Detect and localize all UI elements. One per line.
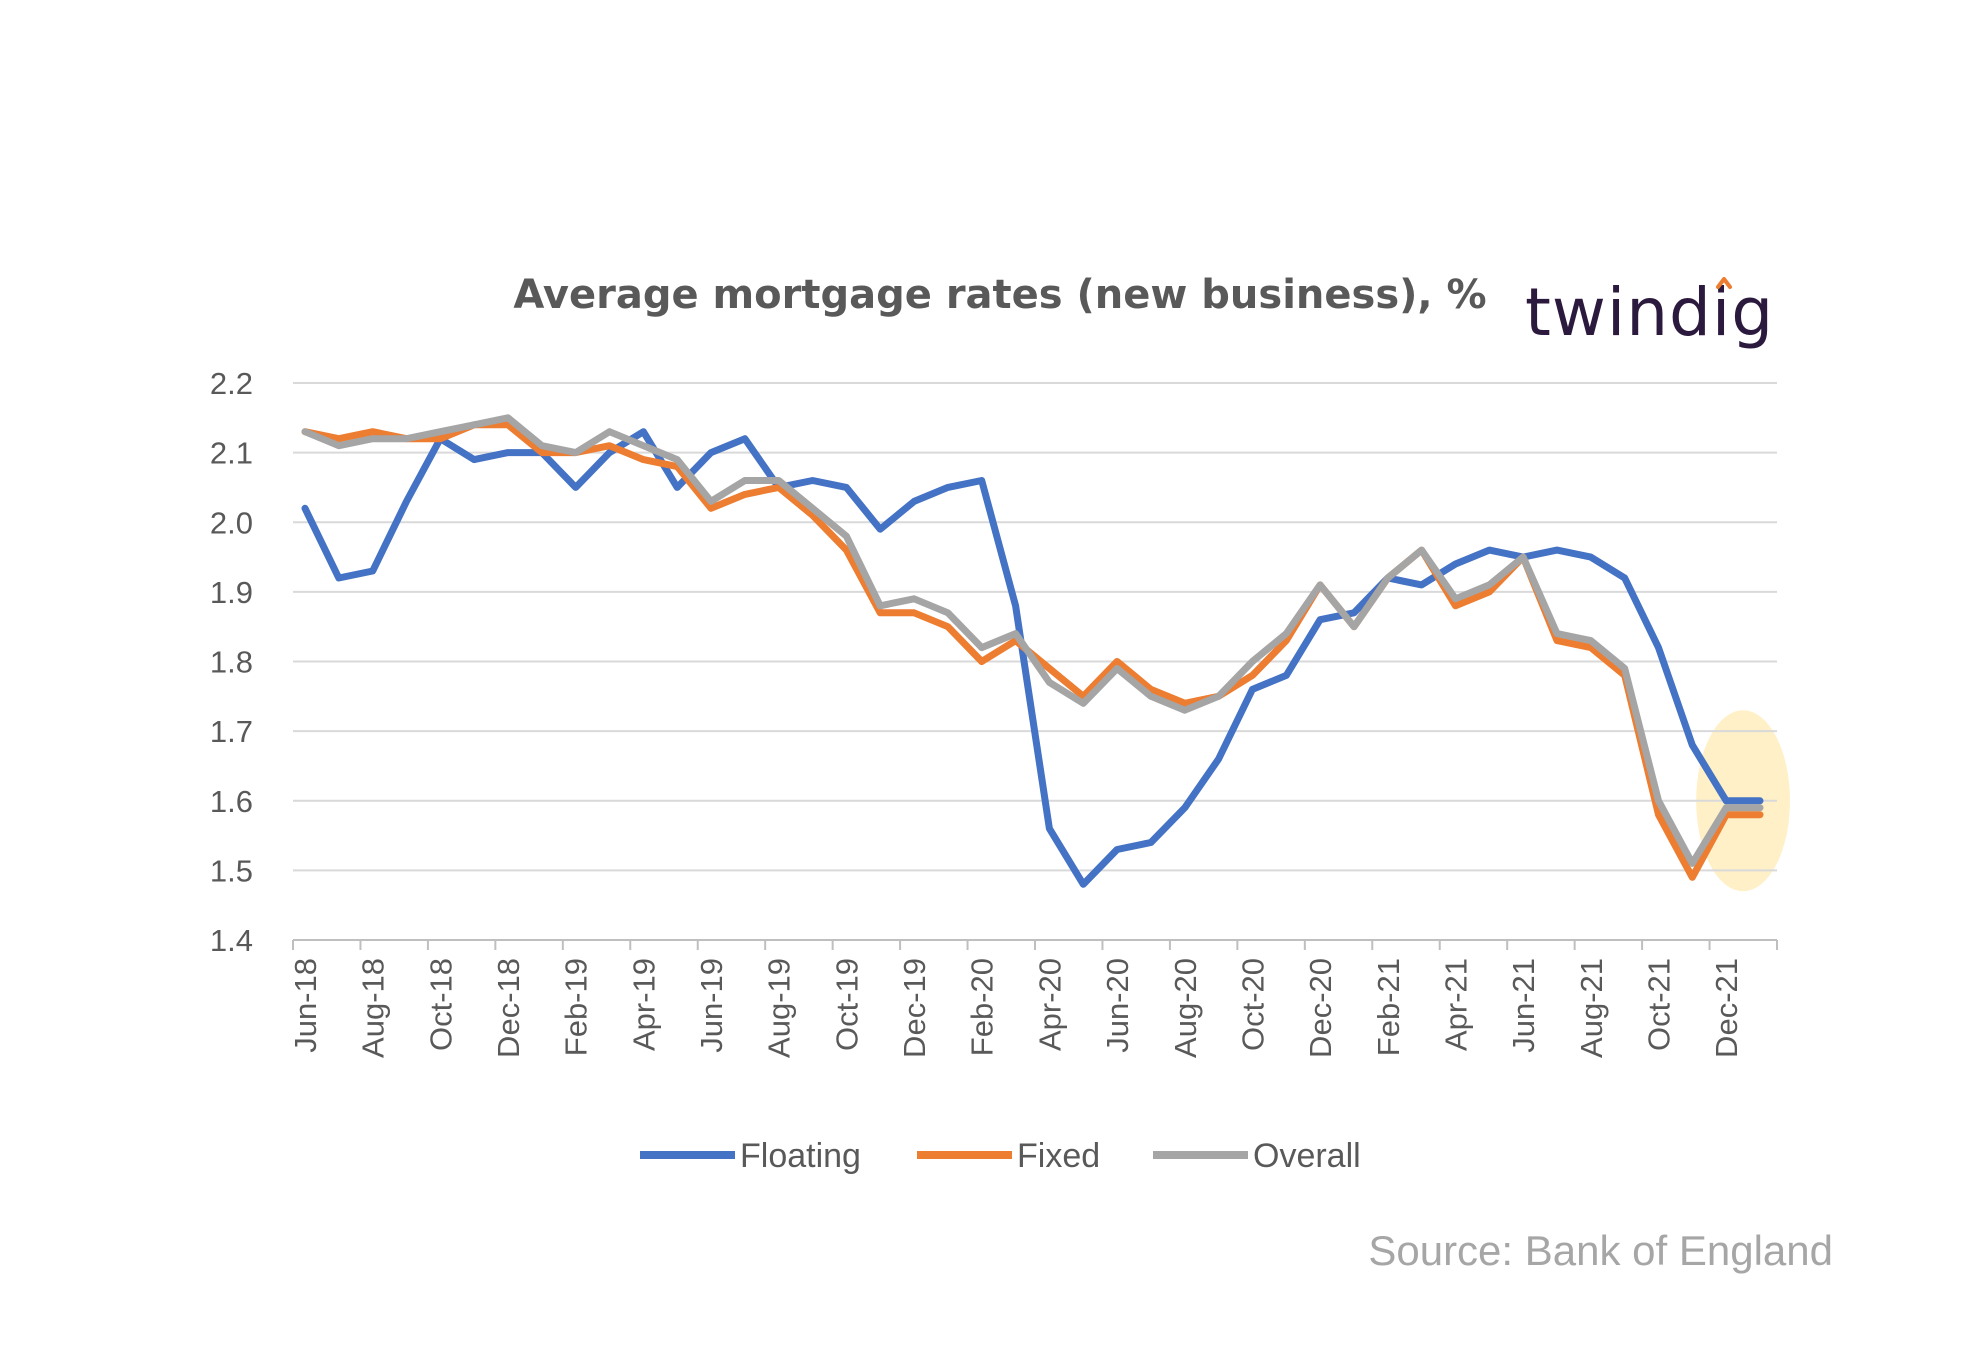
x-tick-label: Feb-19 (559, 958, 594, 1056)
x-tick-label: Apr-19 (626, 958, 661, 1051)
series-line-floating (301, 428, 1764, 888)
x-tick-label: Aug-19 (762, 958, 797, 1058)
x-axis: Jun-18 Aug-18 Oct-18 Dec-18 Feb-19 Apr-19 Jun-… (288, 939, 1778, 1058)
y-tick-label: 1.7 (210, 714, 253, 749)
x-tick-label: Oct-19 (829, 958, 864, 1051)
x-tick-label: Oct-21 (1641, 958, 1676, 1051)
logo-text: twindig (1525, 274, 1774, 351)
logo-accent-icon (1716, 277, 1732, 289)
x-tick-label: Dec-21 (1709, 958, 1744, 1058)
x-tick-label: Jun-20 (1100, 958, 1135, 1053)
x-tick-label: Jun-21 (1506, 958, 1541, 1053)
x-tick-label: Oct-18 (423, 958, 458, 1051)
x-tick-label: Dec-20 (1303, 958, 1338, 1058)
y-tick-label: 1.8 (210, 645, 253, 680)
chart-title: Average mortgage rates (new business), % (513, 272, 1486, 318)
y-tick-label: 1.9 (210, 575, 253, 610)
y-tick-label: 1.5 (210, 853, 253, 888)
y-axis: 2.2 2.1 2.0 1.9 1.8 1.7 1.6 1.5 1.4 (210, 366, 253, 958)
legend-label-floating: Floating (740, 1137, 861, 1175)
legend-label-overall: Overall (1253, 1137, 1361, 1175)
x-tick-label: Aug-21 (1574, 958, 1609, 1058)
source-note: Source: Bank of England (1368, 1227, 1833, 1274)
series-lines (301, 414, 1764, 888)
x-tick-label: Aug-18 (356, 958, 391, 1058)
twindig-logo: twindig (1525, 274, 1774, 351)
x-tick-label: Oct-20 (1235, 958, 1270, 1051)
x-tick-label: Dec-18 (491, 958, 526, 1058)
y-tick-label: 2.1 (210, 436, 253, 471)
x-tick-label: Apr-21 (1438, 958, 1473, 1051)
legend: Floating Fixed Overall (640, 1137, 1361, 1175)
y-tick-label: 2.0 (210, 505, 253, 540)
y-tick-label: 1.4 (210, 923, 253, 958)
x-tick-label: Feb-21 (1371, 958, 1406, 1056)
x-tick-label: Dec-19 (897, 958, 932, 1058)
x-tick-label: Jun-18 (288, 958, 323, 1053)
legend-label-fixed: Fixed (1017, 1137, 1100, 1175)
y-tick-label: 2.2 (210, 366, 253, 401)
gridlines (293, 382, 1777, 872)
x-tick-label: Aug-20 (1168, 958, 1203, 1058)
x-tick-label: Jun-19 (694, 958, 729, 1053)
x-tick-label: Apr-20 (1032, 958, 1067, 1051)
series-line-overall (301, 414, 1764, 867)
y-tick-label: 1.6 (210, 784, 253, 819)
x-tick-label: Feb-20 (965, 958, 1000, 1056)
